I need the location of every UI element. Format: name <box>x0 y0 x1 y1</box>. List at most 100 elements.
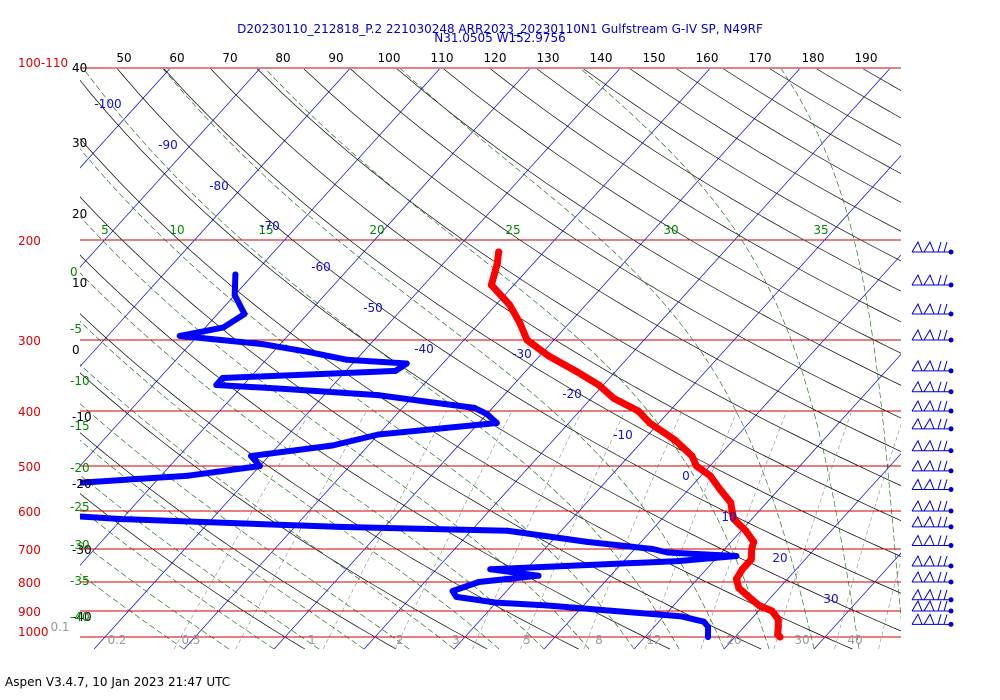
pressure-label: 1000 <box>18 625 49 639</box>
moist-adiabat-line <box>80 272 545 650</box>
temperature-point <box>747 555 755 563</box>
wind-barb-station <box>948 368 954 374</box>
temperature-point <box>755 602 763 609</box>
moist-adiabat-label: -15 <box>70 419 90 433</box>
left-axis-label: -30 <box>72 543 92 557</box>
pressure-label: 800 <box>18 576 41 590</box>
left-axis-label: 40 <box>72 61 87 75</box>
footer-version: Aspen V3.4.7, 10 Jan 2023 21:47 UTC <box>5 675 230 689</box>
wind-barb <box>911 399 954 414</box>
top-axis-label: 100 <box>378 51 401 65</box>
dewpoint-point <box>504 527 511 534</box>
dewpoint-point <box>705 629 711 635</box>
isotherm-line <box>0 69 80 649</box>
wind-barb <box>911 554 954 569</box>
moist-adiabat-label: -10 <box>70 374 90 388</box>
pressure-label: 300 <box>18 334 41 348</box>
moist-adiabat-label: 5 <box>101 223 109 237</box>
top-axis-label: 110 <box>431 51 454 65</box>
dewpoint-point <box>248 453 254 459</box>
moist-adiabat-line <box>162 68 725 650</box>
wind-barb-station <box>948 608 954 614</box>
sounding-profiles <box>80 248 784 641</box>
mixing-ratio-label: 30 <box>794 633 809 647</box>
isotherm-label: 10 <box>721 510 736 524</box>
dry-adiabat-line <box>676 68 901 203</box>
wind-barb-station <box>948 563 954 569</box>
wind-barb-flags <box>911 359 948 372</box>
wind-barb-station <box>948 487 954 493</box>
wind-barb-flags <box>911 302 948 315</box>
dewpoint-point <box>475 579 482 585</box>
mixing-ratio-label: 0.2 <box>107 633 126 647</box>
dewpoint-point <box>471 404 478 411</box>
temperature-point <box>688 452 696 460</box>
isobar-lines <box>80 67 901 638</box>
moist-adiabat-line <box>80 541 230 650</box>
dewpoint-point <box>259 341 266 348</box>
temperature-point <box>671 436 679 444</box>
isotherm-label: -10 <box>613 428 633 442</box>
isotherm-label: -70 <box>260 219 280 233</box>
top-axis-label: 60 <box>169 51 184 65</box>
wind-barb-station <box>948 249 954 255</box>
wind-barb-flags <box>911 534 948 546</box>
isotherm-label: 30 <box>823 592 838 606</box>
wind-barb-station <box>948 311 954 317</box>
wind-barb-flags <box>911 599 948 612</box>
wind-barb-station <box>948 282 954 288</box>
top-axis-label: 180 <box>802 51 825 65</box>
dewpoint-point <box>449 588 456 594</box>
temperature-point <box>595 381 603 389</box>
wind-barb-station <box>948 389 954 395</box>
isotherm-label: 20 <box>772 551 787 565</box>
top-axis-label: 120 <box>484 51 507 65</box>
temperature-point <box>727 499 735 507</box>
moist-adiabat-line <box>265 68 770 650</box>
wind-barb-flags <box>911 417 948 430</box>
isotherm-line <box>80 68 260 268</box>
mixing-ratio-line <box>394 410 513 650</box>
dewpoint-point <box>344 356 351 363</box>
wind-barb-flags <box>911 399 948 412</box>
top-axis-label: 70 <box>222 51 237 65</box>
isotherm-line <box>994 69 1000 649</box>
dewpoint-point <box>231 292 238 298</box>
wind-barb-station <box>948 508 954 514</box>
mixing-ratio-line <box>583 410 683 650</box>
wind-barb-flags <box>911 439 948 452</box>
dry-adiabat-line <box>210 68 901 522</box>
moist-adiabat-line <box>80 321 500 650</box>
wind-barb-flags <box>911 499 948 512</box>
temperature-point <box>523 336 531 344</box>
wind-barb <box>911 439 954 454</box>
wind-barb <box>911 613 954 627</box>
temperature-point <box>692 462 700 470</box>
left-axis-label: -10 <box>72 410 92 424</box>
wind-barb-station <box>948 597 954 603</box>
mixing-ratio-line <box>520 410 626 650</box>
moist-adiabat-line <box>83 68 680 650</box>
wind-barb-flags <box>911 273 948 286</box>
dewpoint-point <box>423 398 430 405</box>
left-axis-label: 0 <box>72 343 80 357</box>
dry-adiabat-line <box>816 68 901 119</box>
dewpoint-point <box>584 538 591 545</box>
isotherm-label: -20 <box>562 387 582 401</box>
wind-barb <box>911 417 954 432</box>
mixing-ratio-line <box>235 410 367 650</box>
pressure-label: 400 <box>18 405 41 419</box>
moist-adiabat-label: 10 <box>169 223 184 237</box>
isotherm-label: -100 <box>94 97 121 111</box>
isotherm-label: -60 <box>311 260 331 274</box>
mixing-ratio-label: 12 <box>646 633 661 647</box>
wind-barb-station <box>948 524 954 530</box>
mixing-ratio-label: 20 <box>726 633 741 647</box>
moist-adiabat-line <box>580 68 860 650</box>
wind-barb-station <box>948 579 954 585</box>
temperature-point <box>516 319 524 327</box>
mixing-ratio-line <box>773 410 853 650</box>
dewpoint-point <box>483 411 490 417</box>
dewpoint-point <box>213 382 220 388</box>
isotherm-line <box>80 68 170 169</box>
